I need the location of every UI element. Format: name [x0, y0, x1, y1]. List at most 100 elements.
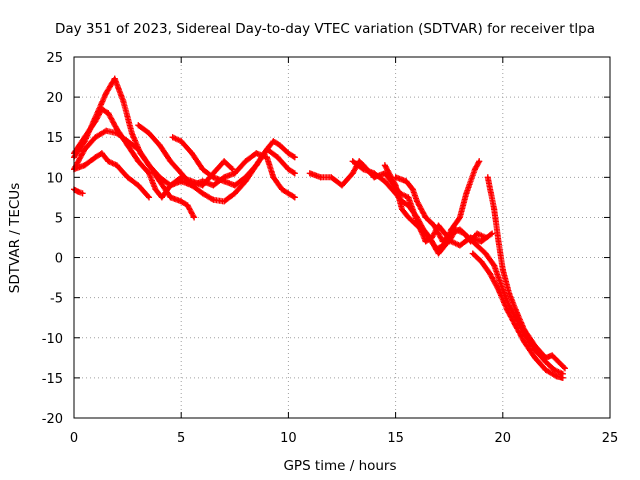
data-point [512, 322, 519, 329]
data-point [360, 166, 367, 173]
data-markers [71, 75, 568, 381]
data-point [231, 190, 238, 197]
series-track-g [169, 134, 298, 189]
x-tick-label: 25 [602, 431, 619, 446]
data-point [478, 258, 485, 265]
y-tick-label: 15 [46, 131, 63, 146]
y-tick-label: 25 [46, 51, 63, 66]
data-point [111, 75, 118, 82]
data-point [231, 182, 238, 189]
data-point-markers [392, 174, 566, 377]
data-point [414, 198, 421, 205]
data-point [242, 158, 249, 165]
data-point [328, 174, 335, 181]
data-point [465, 234, 472, 241]
data-point [285, 190, 292, 197]
data-point [75, 188, 82, 195]
data-point [553, 373, 560, 380]
data-point [456, 242, 463, 249]
data-point [124, 138, 131, 145]
data-point [199, 178, 206, 185]
data-point [482, 234, 489, 241]
data-point [285, 150, 292, 157]
data-point [184, 202, 191, 209]
data-point [253, 162, 260, 169]
y-tick-label: 10 [46, 171, 63, 186]
data-point [135, 122, 142, 129]
data-point [291, 170, 298, 177]
data-point [531, 354, 538, 361]
chart-title: Day 351 of 2023, Sidereal Day-to-day VTE… [55, 21, 595, 37]
data-point [478, 238, 485, 245]
data-point [317, 174, 324, 181]
x-axis-label: GPS time / hours [283, 458, 396, 474]
data-point [285, 166, 292, 173]
y-tick-label: -10 [42, 332, 63, 347]
series-track-d [71, 150, 153, 201]
data-point [405, 202, 412, 209]
data-point [146, 130, 153, 137]
data-point [542, 354, 549, 361]
data-point [146, 162, 153, 169]
y-tick-label: -5 [50, 292, 63, 307]
data-point [81, 162, 88, 169]
data-point [521, 338, 528, 345]
series-track-m [469, 250, 566, 381]
data-point [474, 230, 481, 237]
data-point [105, 158, 112, 165]
data-point [92, 118, 99, 125]
data-point [441, 242, 448, 249]
x-tick-label: 20 [495, 431, 512, 446]
data-point [158, 194, 165, 201]
data-point [504, 306, 511, 313]
data-point [124, 174, 131, 181]
x-tick-label: 0 [70, 431, 78, 446]
data-point [339, 182, 345, 189]
data-point [167, 194, 174, 201]
x-tick-label: 15 [387, 431, 404, 446]
data-point [146, 170, 153, 177]
data-point [199, 166, 206, 173]
data-point [422, 238, 429, 245]
data-point [349, 158, 356, 165]
data-point [103, 90, 110, 97]
data-point [495, 286, 502, 293]
data-point [381, 178, 388, 185]
data-point [191, 214, 198, 221]
data-point [456, 226, 463, 233]
data-point [471, 166, 478, 173]
series-track-c [71, 127, 198, 221]
y-tick-label: 20 [46, 91, 63, 106]
data-point [405, 214, 412, 221]
y-tick-label: 5 [55, 211, 63, 226]
data-point [221, 158, 228, 165]
data-point [135, 158, 142, 165]
data-point [98, 106, 105, 113]
data-point [81, 134, 88, 141]
data-point [152, 186, 159, 193]
plot-frame [73, 56, 611, 419]
data-point [276, 142, 283, 149]
data-point [178, 138, 185, 145]
data-point [476, 158, 483, 165]
data-point [392, 182, 399, 189]
data-point [371, 170, 378, 177]
data-point [270, 174, 277, 181]
data-point [210, 196, 217, 203]
data-point [499, 266, 506, 273]
series-track-k [392, 174, 566, 377]
y-tick-label: -15 [42, 372, 63, 387]
data-point [210, 182, 217, 189]
data-point [484, 174, 491, 181]
data-point [270, 138, 277, 145]
data-point [392, 174, 399, 181]
data-point [128, 130, 135, 137]
data-point [512, 306, 519, 313]
data-point [405, 194, 412, 201]
data-point [199, 190, 206, 197]
data-point [178, 170, 185, 177]
data-point [291, 154, 298, 161]
data-point [542, 366, 549, 373]
data-point [414, 214, 421, 221]
data-point [463, 190, 470, 197]
